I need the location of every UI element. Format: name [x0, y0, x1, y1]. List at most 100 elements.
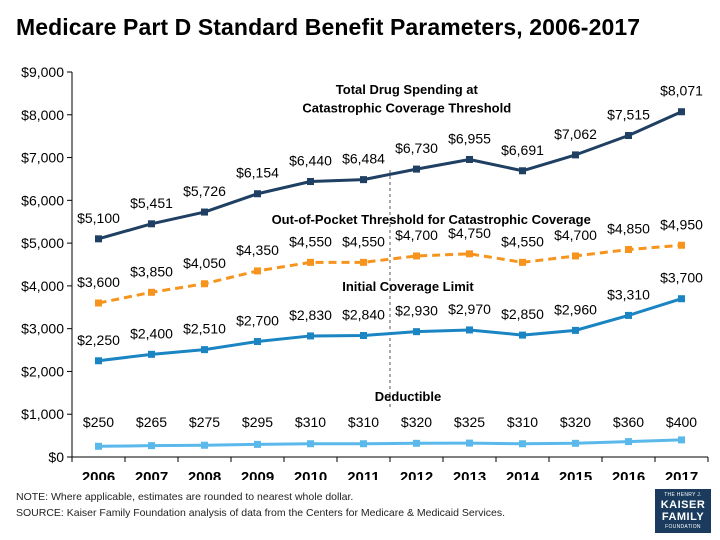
data-point [625, 132, 632, 140]
data-label: $3,850 [130, 263, 173, 279]
data-point [148, 220, 155, 228]
x-tick-label: 2011 [347, 469, 380, 480]
x-tick-label: 2010 [294, 469, 327, 480]
data-point [201, 208, 208, 216]
data-point [625, 246, 632, 254]
x-tick-label: 2012 [400, 469, 433, 480]
data-point [413, 165, 420, 173]
data-point [254, 267, 261, 275]
data-point [201, 346, 208, 354]
logo-line-3: FAMILY [661, 511, 705, 523]
data-label: $4,700 [554, 227, 597, 243]
data-point [413, 328, 420, 336]
x-tick-label: 2016 [612, 469, 645, 480]
x-tick-label: 2014 [506, 469, 540, 480]
data-point [307, 440, 314, 448]
line-chart: $0 $1,000 $2,000 $3,000 $4,000 $5,000 $6,000 $7… [21, 64, 709, 480]
data-label: $7,062 [554, 126, 597, 142]
data-label: $4,850 [607, 221, 650, 237]
series-name-label: Total Drug Spending at [336, 82, 479, 97]
data-label: $7,515 [607, 107, 650, 123]
data-point [201, 441, 208, 449]
x-tick-label: 2015 [559, 469, 592, 480]
data-point [678, 108, 685, 116]
data-label: $6,154 [236, 165, 279, 181]
data-point [572, 326, 579, 334]
y-tick-label: $1,000 [21, 406, 64, 422]
data-label: $320 [560, 414, 591, 430]
y-tick-label: $5,000 [21, 235, 64, 251]
data-point [148, 288, 155, 296]
data-label: $360 [613, 414, 644, 430]
data-point [519, 258, 526, 266]
source-note: SOURCE: Kaiser Family Foundation analysi… [16, 507, 506, 519]
x-tick-label: 2007 [135, 469, 168, 480]
x-tick-label: 2009 [241, 469, 274, 480]
data-label: $2,250 [77, 332, 120, 348]
y-tick-label: $2,000 [21, 363, 64, 379]
data-point [360, 258, 367, 266]
data-label: $310 [295, 414, 326, 430]
data-label: $4,700 [395, 227, 438, 243]
data-label: $310 [348, 414, 379, 430]
footnote: NOTE: Where applicable, estimates are ro… [16, 491, 354, 503]
y-tick-label: $3,000 [21, 321, 64, 337]
series-name-label: Out-of-Pocket Threshold for Catastrophic… [272, 212, 591, 227]
data-label: $6,484 [342, 151, 385, 167]
data-label: $8,071 [660, 83, 703, 99]
series-name-label: Catastrophic Coverage Threshold [302, 101, 511, 116]
y-tick-label: $8,000 [21, 107, 64, 123]
data-label: $310 [507, 414, 538, 430]
data-point [254, 440, 261, 448]
data-label: $265 [136, 414, 167, 430]
series-name-label: Deductible [375, 389, 441, 404]
y-tick-label: $6,000 [21, 192, 64, 208]
data-point [572, 252, 579, 260]
data-label: $2,850 [501, 306, 544, 322]
data-label: $325 [454, 414, 485, 430]
logo-line-1: THE HENRY J. [664, 492, 702, 498]
data-point [360, 176, 367, 184]
data-label: $295 [242, 414, 273, 430]
data-label: $6,955 [448, 130, 491, 146]
kff-logo: THE HENRY J. KAISER FAMILY FOUNDATION [655, 489, 711, 533]
data-label: $5,100 [77, 210, 120, 226]
data-label: $2,960 [554, 301, 597, 317]
data-label: $5,451 [130, 195, 173, 211]
data-point [466, 439, 473, 447]
data-label: $2,930 [395, 303, 438, 319]
data-point [307, 332, 314, 340]
data-label: $2,840 [342, 307, 385, 323]
data-label: $400 [666, 414, 697, 430]
data-point [95, 442, 102, 450]
data-point [254, 338, 261, 345]
data-point [572, 439, 579, 447]
data-label: $2,400 [130, 325, 173, 341]
data-point [519, 331, 526, 339]
data-point [307, 258, 314, 266]
data-label: $4,950 [660, 216, 703, 232]
data-label: $2,970 [448, 301, 491, 317]
data-point [572, 151, 579, 159]
data-point [201, 280, 208, 288]
series-line [98, 438, 682, 448]
data-label: $3,310 [607, 286, 650, 302]
x-tick-label: 2013 [453, 469, 486, 480]
x-tick-label: 2006 [82, 469, 115, 480]
y-tick-label: $7,000 [21, 150, 64, 166]
data-label: $2,510 [183, 321, 226, 337]
data-point [466, 250, 473, 258]
series-line [98, 110, 683, 241]
data-label: $6,730 [395, 140, 438, 156]
data-label: $4,550 [289, 233, 332, 249]
data-label: $4,750 [448, 225, 491, 241]
data-point [95, 357, 102, 365]
x-tick-label: 2017 [665, 469, 698, 480]
data-point [519, 167, 526, 175]
series-line [98, 297, 682, 363]
data-label: $250 [83, 414, 114, 430]
data-point [466, 326, 473, 334]
data-point [625, 311, 632, 319]
data-label: $2,830 [289, 307, 332, 323]
data-point [678, 241, 685, 249]
